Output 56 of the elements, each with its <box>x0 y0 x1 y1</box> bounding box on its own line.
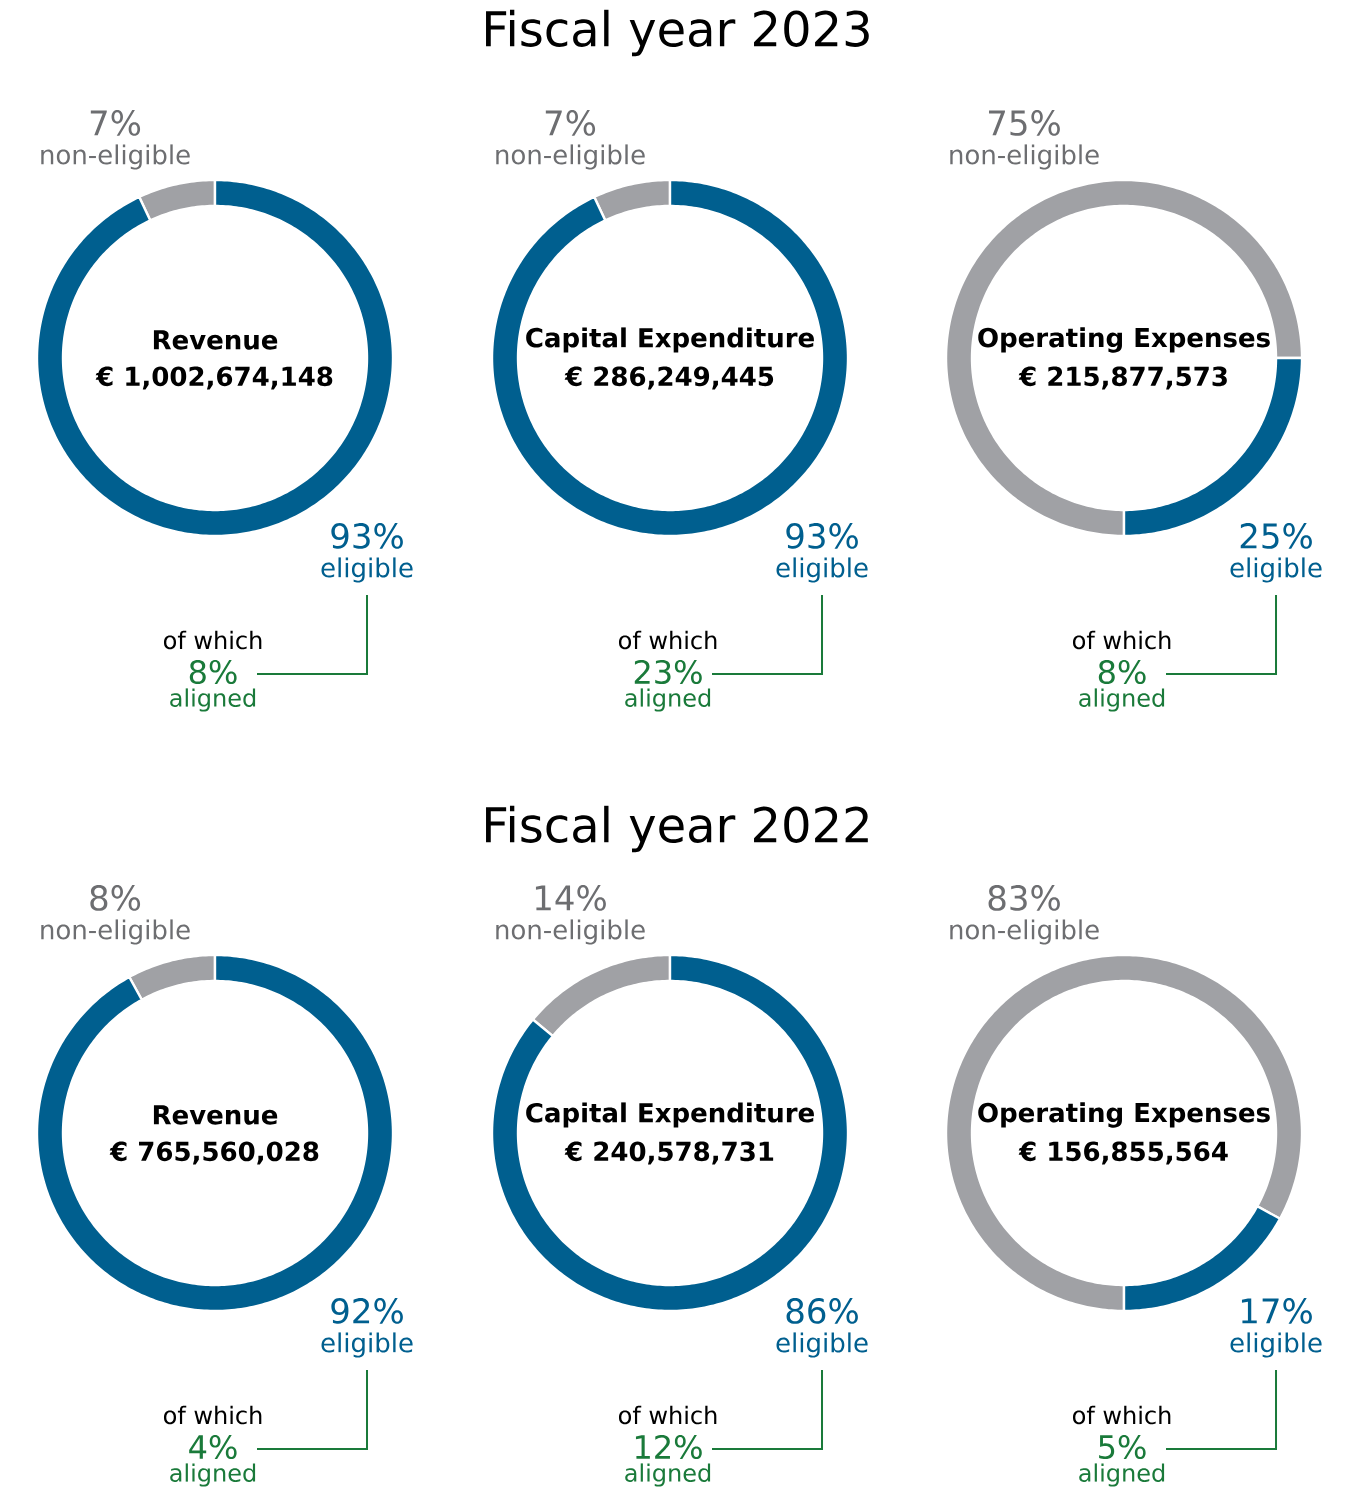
data-label: 7% <box>545 110 596 136</box>
slice-label: non-eligible <box>950 144 1099 170</box>
text: 5% <box>1099 1434 1146 1460</box>
text: € 215,877,573 <box>1018 366 1227 390</box>
text: € 286,249,445 <box>564 366 774 390</box>
data-label: 92% <box>331 1298 403 1324</box>
text: of which <box>618 630 717 650</box>
data-label: 93% <box>786 523 858 549</box>
text: Capital Expenditure <box>526 1102 814 1128</box>
text: Revenue <box>153 1105 278 1125</box>
text: € 1,002,674,148 <box>95 366 333 390</box>
slice-label: non-eligible <box>41 144 190 170</box>
text: aligned <box>170 688 256 712</box>
slice-label: non-eligible <box>496 919 645 945</box>
text: Fiscal year 2022 <box>486 805 868 853</box>
data-label: 75% <box>989 110 1060 136</box>
data-label: 25% <box>1240 523 1312 549</box>
text: Operating Expenses <box>978 1102 1270 1128</box>
text: aligned <box>1079 688 1165 712</box>
text: 12% <box>635 1434 702 1460</box>
text: aligned <box>625 1463 711 1487</box>
text: Capital Expenditure <box>526 327 814 353</box>
slice-label: eligible <box>1230 1332 1322 1358</box>
text: € 240,578,731 <box>564 1141 774 1165</box>
slice-label: non-eligible <box>496 144 645 170</box>
text: Fiscal year 2023 <box>486 9 869 57</box>
text: 8% <box>189 659 237 685</box>
data-label: 14% <box>535 885 606 911</box>
slice-label: eligible <box>776 1332 868 1358</box>
text: € 765,560,028 <box>109 1141 319 1165</box>
slice-label: eligible <box>321 1332 413 1358</box>
text: aligned <box>625 688 711 712</box>
text: of which <box>163 630 262 650</box>
slice-label: eligible <box>776 557 868 583</box>
data-label: 93% <box>331 523 403 549</box>
text: aligned <box>1079 1463 1165 1487</box>
data-label: 7% <box>90 110 141 136</box>
slice-label: eligible <box>1230 557 1322 583</box>
text: 4% <box>189 1434 237 1460</box>
text: of which <box>1072 630 1171 650</box>
slice-label: non-eligible <box>950 919 1099 945</box>
slice-label: non-eligible <box>41 919 190 945</box>
data-label: 86% <box>786 1298 858 1324</box>
text: € 156,855,564 <box>1018 1141 1228 1165</box>
text: of which <box>618 1405 717 1425</box>
slice-label: eligible <box>321 557 413 583</box>
text: 23% <box>634 659 702 685</box>
text: Operating Expenses <box>978 327 1270 353</box>
data-label: 17% <box>1241 1298 1312 1324</box>
text: of which <box>1072 1405 1171 1425</box>
data-label: 83% <box>988 885 1060 911</box>
text: 8% <box>1098 659 1146 685</box>
data-label: 8% <box>90 885 141 911</box>
text: aligned <box>170 1463 256 1487</box>
text: of which <box>163 1405 262 1425</box>
text: Revenue <box>153 330 278 350</box>
